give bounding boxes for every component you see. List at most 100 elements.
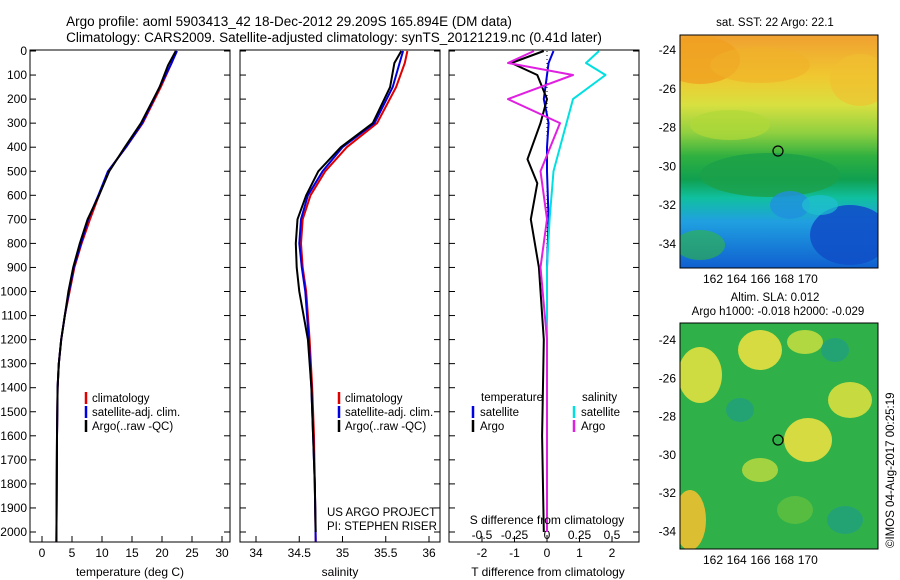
project-pi: PI: STEPHEN RISER: [327, 521, 437, 533]
sst-argo-marker: [772, 145, 784, 157]
salinity-xlabel: salinity: [322, 565, 359, 579]
difference-series-temperature-argo: [510, 50, 548, 533]
sla-lon-tick-label: 164: [727, 553, 747, 567]
depth-tick-label: 500: [7, 164, 27, 178]
depth-tick-label: 100: [7, 68, 27, 82]
sst-lat-tick-label: -26: [659, 82, 677, 96]
figure-title-line2: Climatology: CARS2009. Satellite-adjuste…: [66, 30, 602, 45]
salinity-tick-label: 34: [249, 546, 263, 560]
sla-lon-tick-label: 162: [703, 553, 723, 567]
depth-tick-label: 1900: [0, 501, 27, 515]
depth-tick-label: 700: [7, 212, 27, 226]
project-name: US ARGO PROJECT: [327, 507, 436, 519]
sst-map-frame: [679, 34, 879, 269]
sst-lon-tick-label: 168: [774, 272, 794, 286]
legend-salinity-heading: salinity: [582, 392, 617, 404]
sst-lon-tick-label: 166: [750, 272, 770, 286]
sla-lat-tick-label: -26: [659, 371, 677, 385]
s-difference-tick-label: -0.25: [501, 528, 529, 542]
temperature-panel-frame: [29, 49, 231, 543]
temperature-tick-label: 15: [125, 546, 139, 560]
s-difference-tick-label: 0.5: [604, 528, 621, 542]
depth-tick-label: 400: [7, 140, 27, 154]
depth-tick-label: 1500: [0, 405, 27, 419]
sla-lon-tick-label: 168: [774, 553, 794, 567]
sla-lon-tick-label: 166: [750, 553, 770, 567]
sst-lat-tick-label: -32: [659, 198, 677, 212]
sst-lat-tick-label: -24: [659, 43, 677, 57]
temperature-tick-label: 5: [69, 546, 76, 560]
t-difference-tick-label: -1: [509, 546, 520, 560]
legend-t-argo: Argo: [480, 421, 504, 433]
salinity-legend-argo: Argo(..raw -QC): [345, 421, 426, 433]
depth-tick-label: 1600: [0, 429, 27, 443]
depth-tick-label: 900: [7, 260, 27, 274]
sst-map: [680, 35, 878, 268]
sla-map: [680, 323, 878, 549]
temperature-legend: climatology satellite-adj. clim. Argo(..…: [84, 392, 180, 433]
t-difference-xlabel: T difference from climatology: [471, 565, 625, 579]
s-difference-tick-label: -0.5: [472, 528, 493, 542]
legend-temperature-heading: temperature: [481, 392, 543, 404]
salinity-legend: climatology satellite-adj. clim. Argo(..…: [337, 392, 433, 433]
sla-lat-tick-label: -34: [659, 525, 677, 539]
temperature-tick-label: 30: [215, 546, 229, 560]
difference-series-salinity-argo: [507, 50, 574, 532]
timestamp: ©IMOS 04-Aug-2017 00:25:19: [885, 392, 897, 548]
salinity-legend-climatology: climatology: [345, 393, 403, 405]
depth-tick-label: 1800: [0, 477, 27, 491]
temperature-legend-climatology: climatology: [92, 393, 150, 405]
depth-tick-label: 1700: [0, 453, 27, 467]
sla-lat-tick-label: -30: [659, 448, 677, 462]
sla-map-title-line1: Altim. SLA: 0.012: [731, 292, 820, 304]
s-difference-xlabel: S difference from climatology: [470, 513, 625, 527]
sst-lat-tick-label: -30: [659, 159, 677, 173]
sla-lat-tick-label: -32: [659, 486, 677, 500]
temperature-legend-argo: Argo(..raw -QC): [92, 421, 173, 433]
salinity-panel-frame: [239, 49, 441, 543]
tick-layer: 0100200300400500600700800900100011001200…: [0, 43, 878, 567]
difference-series-salinity-satellite: [546, 50, 607, 532]
depth-tick-label: 200: [7, 92, 27, 106]
salinity-legend-satellite: satellite-adj. clim.: [345, 407, 433, 419]
legend-s-satellite: satellite: [581, 407, 620, 419]
sla-argo-marker: [772, 434, 784, 446]
series-layer: [55, 50, 607, 542]
sst-map-title: sat. SST: 22 Argo: 22.1: [716, 17, 834, 29]
sla-lon-tick-label: 170: [798, 553, 818, 567]
legend-s-argo: Argo: [581, 421, 605, 433]
t-difference-tick-label: 0: [544, 546, 551, 560]
sla-lat-tick-label: -28: [659, 410, 677, 424]
t-difference-tick-label: 2: [609, 546, 616, 560]
depth-tick-label: 1300: [0, 357, 27, 371]
salinity-tick-label: 34.5: [288, 546, 312, 560]
sla-map-frame: [679, 322, 879, 550]
sla-map-title-line2: Argo h1000: -0.018 h2000: -0.029: [692, 306, 865, 318]
temperature-tick-label: 20: [155, 546, 169, 560]
depth-tick-label: 0: [20, 44, 27, 58]
figure-title-line1: Argo profile: aoml 5903413_42 18-Dec-201…: [66, 14, 512, 29]
temperature-tick-label: 10: [95, 546, 109, 560]
t-difference-tick-label: -2: [477, 546, 488, 560]
difference-legend: temperature salinity satellite Argo sate…: [471, 392, 620, 433]
temperature-tick-label: 25: [185, 546, 199, 560]
temperature-tick-label: 0: [39, 546, 46, 560]
salinity-tick-label: 35: [336, 546, 350, 560]
sst-lon-tick-label: 170: [798, 272, 818, 286]
depth-tick-label: 1200: [0, 333, 27, 347]
t-difference-tick-label: 1: [576, 546, 583, 560]
depth-tick-label: 1000: [0, 285, 27, 299]
depth-tick-label: 300: [7, 116, 27, 130]
depth-tick-label: 1100: [1, 309, 27, 323]
s-difference-tick-label: 0.25: [568, 528, 592, 542]
sst-lat-tick-label: -34: [659, 237, 677, 251]
depth-tick-label: 600: [7, 188, 27, 202]
depth-tick-label: 1400: [0, 381, 27, 395]
depth-tick-label: 800: [7, 236, 27, 250]
legend-t-satellite: satellite: [480, 407, 519, 419]
sst-lat-tick-label: -28: [659, 121, 677, 135]
depth-tick-label: 2000: [0, 525, 27, 539]
salinity-series-argo-raw-qc-: [294, 50, 403, 533]
temperature-legend-satellite: satellite-adj. clim.: [92, 407, 180, 419]
